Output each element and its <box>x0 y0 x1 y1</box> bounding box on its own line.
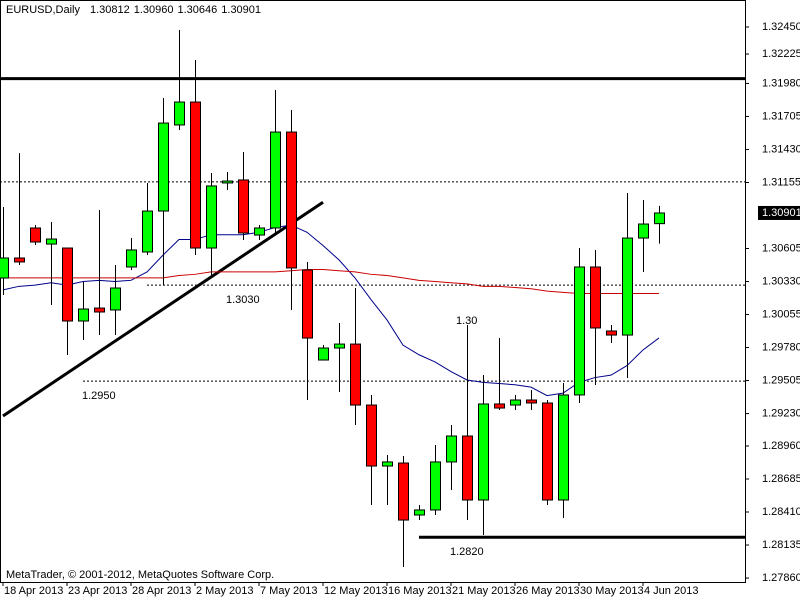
candle-body <box>30 227 41 243</box>
title-value: 1.30646 <box>178 4 218 16</box>
x-tick-label: 28 Apr 2013 <box>132 585 191 597</box>
candle-body <box>62 247 73 322</box>
y-tick-label: 1.31155 <box>762 176 800 188</box>
candle-body <box>46 238 57 245</box>
y-tick-label: 1.28410 <box>762 506 800 518</box>
y-tick-label: 1.32450 <box>762 21 800 33</box>
candle-body <box>174 101 185 126</box>
candle-body <box>206 185 217 249</box>
candle-body <box>286 131 297 269</box>
candle-body <box>302 269 313 339</box>
y-tick-label: 1.28960 <box>762 440 800 452</box>
y-tick-label: 1.31705 <box>762 110 800 122</box>
candle-body <box>606 330 617 336</box>
y-tick-label: 1.29780 <box>762 341 800 353</box>
candle-body <box>350 343 361 406</box>
candle-body <box>638 223 649 239</box>
last-price-box <box>758 205 800 220</box>
candle-body <box>462 435 473 501</box>
y-tick-label: 1.31980 <box>762 77 800 89</box>
y-tick-label: 1.27860 <box>762 572 800 584</box>
candle-body <box>334 343 345 349</box>
y-tick-label: 1.30330 <box>762 275 800 287</box>
candle-body <box>574 266 585 396</box>
candle-body <box>526 399 537 404</box>
candle-body <box>622 237 633 336</box>
candle-body <box>222 180 233 184</box>
chart-title: EURUSD,Daily <box>6 4 80 16</box>
candle-body <box>510 399 521 406</box>
annotation: 1.30 <box>456 315 477 327</box>
candle-body <box>430 461 441 511</box>
candle-body <box>110 287 121 311</box>
trendline <box>2 201 324 418</box>
y-tick-label: 1.29505 <box>762 374 800 386</box>
x-tick-label: 4 Jun 2013 <box>644 585 698 597</box>
candle-body <box>0 257 9 279</box>
title-value: 1.30960 <box>134 4 174 16</box>
level-label: 1.2820 <box>450 546 484 558</box>
x-tick-label: 21 May 2013 <box>452 585 516 597</box>
candle-body <box>78 308 89 322</box>
candle-body <box>126 249 137 268</box>
x-tick-label: 16 May 2013 <box>388 585 452 597</box>
plot-frame <box>0 0 746 583</box>
candle-body <box>238 179 249 234</box>
candle-body <box>382 461 393 467</box>
candle-body <box>494 403 505 409</box>
level-label: 1.2950 <box>82 390 116 402</box>
x-tick-label: 30 May 2013 <box>580 585 644 597</box>
moving-average <box>2 224 660 397</box>
y-tick-label: 1.30055 <box>762 308 800 320</box>
x-tick-label: 26 May 2013 <box>516 585 580 597</box>
level-label: 1.3030 <box>226 294 260 306</box>
candle-body <box>558 394 569 501</box>
candle-body <box>158 122 169 212</box>
x-tick-label: 2 May 2013 <box>196 585 253 597</box>
title-value: 1.30812 <box>90 4 130 16</box>
candle-body <box>14 257 25 263</box>
candle-body <box>142 210 153 253</box>
y-tick-label: 1.30605 <box>762 242 800 254</box>
candle-body <box>478 403 489 501</box>
candle-body <box>190 101 201 249</box>
candle-body <box>270 131 281 229</box>
x-tick-label: 12 May 2013 <box>324 585 388 597</box>
candle-body <box>94 307 105 313</box>
moving-average <box>3 269 659 295</box>
y-tick-label: 1.29230 <box>762 407 800 419</box>
candle-body <box>254 227 265 236</box>
x-tick-label: 7 May 2013 <box>260 585 317 597</box>
candle-body <box>366 404 377 467</box>
y-tick-label: 1.32225 <box>762 48 800 60</box>
y-tick-label: 1.28685 <box>762 473 800 485</box>
candle-body <box>590 266 601 329</box>
title-value: 1.30901 <box>221 4 261 16</box>
y-tick-label: 1.28135 <box>762 539 800 551</box>
candle-body <box>318 347 329 361</box>
last-price-label: 1.30901 <box>762 207 800 219</box>
candle-body <box>446 435 457 463</box>
x-tick-label: 18 Apr 2013 <box>4 585 63 597</box>
y-tick-label: 1.31430 <box>762 143 800 155</box>
candle-body <box>398 462 409 521</box>
candle-body <box>654 212 665 225</box>
x-tick-label: 23 Apr 2013 <box>68 585 127 597</box>
footer: MetaTrader, © 2001-2012, MetaQuotes Soft… <box>6 569 274 581</box>
candle-body <box>414 509 425 516</box>
candle-body <box>542 402 553 501</box>
